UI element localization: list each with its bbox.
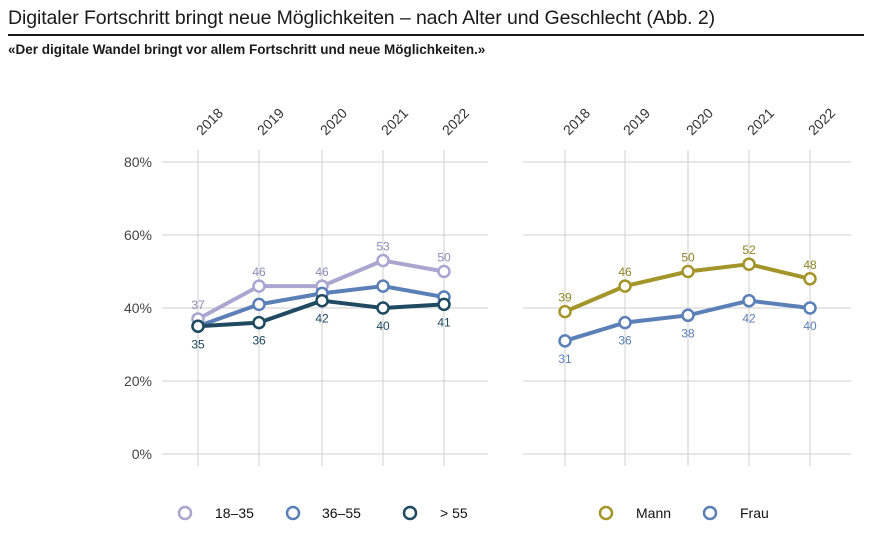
series-point: [376, 279, 390, 293]
title-divider: [8, 34, 864, 36]
data-label: 50: [681, 251, 695, 265]
series-point: [803, 301, 817, 315]
data-label: 37: [191, 298, 205, 312]
legend-marker-1: [177, 505, 193, 521]
series-point: [742, 257, 756, 271]
data-label: 46: [252, 265, 266, 279]
legend-label-1: Mann: [636, 505, 671, 521]
legend-label-3: > 55: [440, 505, 468, 521]
data-label: 36: [618, 334, 632, 348]
series-point: [681, 264, 695, 279]
data-label: 35: [191, 337, 205, 351]
series-point: [558, 334, 572, 348]
series-point: [252, 279, 266, 293]
data-label: 46: [315, 265, 329, 279]
data-label: 52: [742, 243, 756, 257]
x-tick-label: 2018: [193, 105, 226, 138]
legend-marker-2: [285, 505, 301, 521]
data-label: 40: [376, 319, 390, 333]
series-point: [618, 279, 632, 293]
data-label: 38: [681, 326, 695, 340]
series-point: [376, 253, 390, 268]
data-label: 31: [558, 352, 572, 366]
legend-label-2: 36–55: [322, 505, 361, 521]
legend-label-1: 18–35: [215, 505, 254, 521]
x-tick-label: 2022: [805, 105, 838, 138]
chart-panel-1: 0% 20% 40% 60% 80% 2018 2019 2020 2021 2022 37 46 46…: [124, 105, 488, 521]
x-tick-label: 2021: [378, 105, 411, 138]
legend-marker-2: [702, 505, 718, 521]
chart-panel-2: 2018 2019 2020 2021 2022 39 46 50 52 48 31 36 38 42 40…: [523, 105, 851, 521]
y-tick-label: 40%: [124, 300, 152, 316]
data-label: 36: [252, 334, 266, 348]
series-point: [618, 315, 632, 330]
data-label: 46: [618, 265, 632, 279]
x-tick-label: 2019: [254, 105, 287, 138]
data-label: 53: [376, 240, 390, 254]
data-label: 40: [803, 319, 817, 333]
x-tick-label: 2022: [439, 105, 472, 138]
page-subtitle: «Der digitale Wandel bringt vor allem Fo…: [8, 42, 486, 57]
series-point: [437, 264, 451, 279]
data-label: 42: [315, 312, 329, 326]
data-label: 41: [437, 315, 451, 329]
x-tick-label: 2020: [683, 105, 716, 138]
series-point: [803, 272, 817, 286]
legend-marker-3: [402, 505, 418, 521]
data-label: 42: [742, 312, 756, 326]
page-title: Digitaler Fortschritt bringt neue Möglic…: [8, 7, 715, 29]
series-point: [742, 293, 756, 308]
y-tick-label: 0%: [132, 446, 152, 462]
x-tick-label: 2019: [620, 105, 653, 138]
series-point: [252, 297, 266, 312]
series-point: [315, 293, 329, 308]
data-label: 50: [437, 251, 451, 265]
y-tick-label: 60%: [124, 227, 152, 243]
data-label: 39: [558, 291, 572, 305]
y-tick-label: 20%: [124, 373, 152, 389]
series-point: [558, 304, 572, 319]
series-point: [252, 315, 266, 330]
y-tick-label: 80%: [124, 154, 152, 170]
legend-marker-1: [598, 505, 614, 521]
x-tick-label: 2021: [744, 105, 777, 138]
x-tick-label: 2020: [317, 105, 350, 138]
legend-label-2: Frau: [740, 505, 769, 521]
series-point: [191, 319, 205, 333]
series-point: [681, 308, 695, 323]
series-point: [437, 297, 451, 312]
x-tick-label: 2018: [560, 105, 593, 138]
series-point: [376, 301, 390, 315]
data-label: 48: [803, 258, 817, 272]
